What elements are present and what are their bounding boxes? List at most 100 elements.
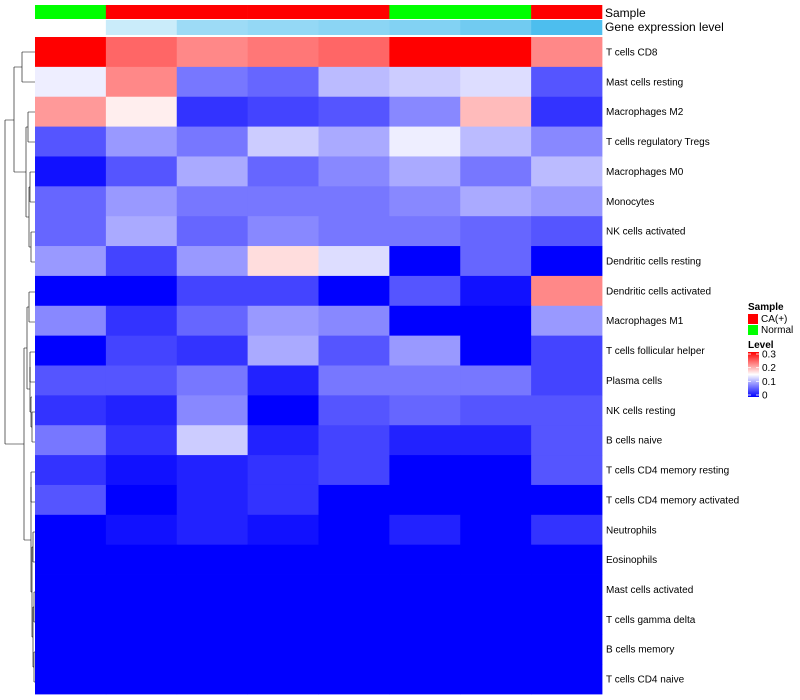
heatmap-cell	[105, 37, 178, 68]
sample-annotation-cell	[318, 5, 390, 19]
row-label: T cells CD4 memory activated	[606, 495, 739, 506]
heatmap-cell	[318, 484, 390, 516]
heatmap-cell	[247, 484, 319, 516]
heatmap-cell	[531, 634, 603, 665]
heatmap-cell	[105, 574, 178, 605]
heatmap-cell	[35, 425, 107, 456]
heatmap-cell	[105, 66, 178, 98]
heatmap-cell	[460, 156, 532, 187]
sample-annotation-cell	[176, 5, 248, 19]
row-dendrogram	[4, 51, 35, 683]
row-label: T cells follicular helper	[606, 346, 705, 357]
heatmap-cell	[35, 365, 107, 396]
heatmap-cell	[35, 246, 107, 277]
heatmap-cell	[318, 186, 390, 217]
heatmap-cell	[531, 425, 603, 456]
heatmap-cell	[318, 126, 390, 157]
heatmap-cell	[247, 126, 319, 157]
row-label: Plasma cells	[606, 376, 662, 387]
gene-expression-annotation-cell	[35, 20, 107, 35]
heatmap-cell	[176, 574, 249, 605]
row-label: Mast cells activated	[606, 585, 693, 596]
heatmap-cell	[531, 335, 603, 366]
heatmap-cell	[318, 634, 390, 665]
level-tick-label: 0	[762, 391, 768, 402]
sample-annotation-cell	[531, 5, 603, 19]
row-label: B cells naive	[606, 436, 663, 447]
heatmap-cell	[531, 664, 603, 695]
heatmap-cell	[105, 126, 178, 157]
heatmap-cell	[247, 544, 319, 575]
heatmap-cell	[460, 216, 532, 247]
sample-legend-label: Normal	[761, 325, 793, 336]
heatmap-cell	[318, 604, 390, 635]
heatmap-cell	[460, 395, 532, 426]
heatmap-cell	[318, 96, 390, 127]
gene-expression-annotation-cell	[318, 20, 390, 35]
heatmap-cell	[389, 574, 461, 605]
heatmap-cell	[105, 305, 178, 337]
heatmap-cell	[105, 634, 178, 665]
heatmap-cell	[389, 544, 461, 575]
heatmap-cell	[389, 604, 461, 635]
heatmap-cell	[460, 246, 532, 277]
heatmap-cell	[460, 186, 532, 217]
heatmap-cell	[247, 425, 319, 456]
heatmap-cell	[105, 156, 178, 187]
heatmap-cell	[389, 664, 461, 695]
heatmap-cell	[176, 604, 249, 635]
heatmap-cell	[460, 66, 532, 98]
heatmap-cell	[318, 246, 390, 277]
row-label: Neutrophils	[606, 525, 657, 536]
heatmap-cell	[318, 514, 390, 546]
heatmap-cell	[247, 514, 319, 546]
heatmap-cell	[389, 395, 461, 426]
heatmap-cell	[531, 66, 603, 98]
heatmap-cell	[460, 96, 532, 127]
heatmap-cell	[389, 455, 461, 486]
heatmap-cell	[318, 365, 390, 396]
heatmap-cell	[531, 37, 603, 68]
heatmap-cell	[35, 544, 107, 575]
heatmap-cell	[389, 275, 461, 307]
heatmap-cell	[176, 395, 249, 426]
heatmap-cell	[105, 335, 178, 366]
heatmap-cell	[35, 186, 107, 217]
sample-legend-label: CA(+)	[761, 314, 787, 325]
heatmap-cell	[318, 395, 390, 426]
heatmap-cell	[531, 156, 603, 187]
heatmap-cell	[389, 425, 461, 456]
gene-expression-annotation-cell	[460, 20, 532, 35]
heatmap-cell	[176, 66, 249, 98]
heatmap-cell	[105, 604, 178, 635]
heatmap-cell	[105, 395, 178, 426]
row-label: Eosinophils	[606, 555, 657, 566]
heatmap-cell	[35, 126, 107, 157]
heatmap-cell	[531, 484, 603, 516]
heatmap-cell	[460, 544, 532, 575]
heatmap-cell	[460, 365, 532, 396]
heatmap-cell	[176, 246, 249, 277]
row-label: T cells CD8	[606, 47, 658, 58]
heatmap-cell	[176, 634, 249, 665]
heatmap-cell	[247, 634, 319, 665]
heatmap-cell	[35, 634, 107, 665]
heatmap-cell	[531, 216, 603, 247]
sample-annotation-cell	[105, 5, 178, 19]
heatmap-cell	[389, 37, 461, 68]
heatmap-cell	[460, 335, 532, 366]
heatmap-cell	[460, 37, 532, 68]
heatmap-cell	[389, 305, 461, 337]
heatmap-cell	[247, 574, 319, 605]
heatmap-cell	[318, 425, 390, 456]
heatmap-cell	[460, 574, 532, 605]
heatmap-cell	[389, 156, 461, 187]
heatmap-cell	[460, 275, 532, 307]
heatmap-cell	[460, 455, 532, 486]
heatmap-cell	[105, 425, 178, 456]
heatmap-cell	[105, 455, 178, 486]
gene-expression-annotation-label: Gene expression level	[605, 20, 724, 34]
heatmap-cell	[176, 216, 249, 247]
